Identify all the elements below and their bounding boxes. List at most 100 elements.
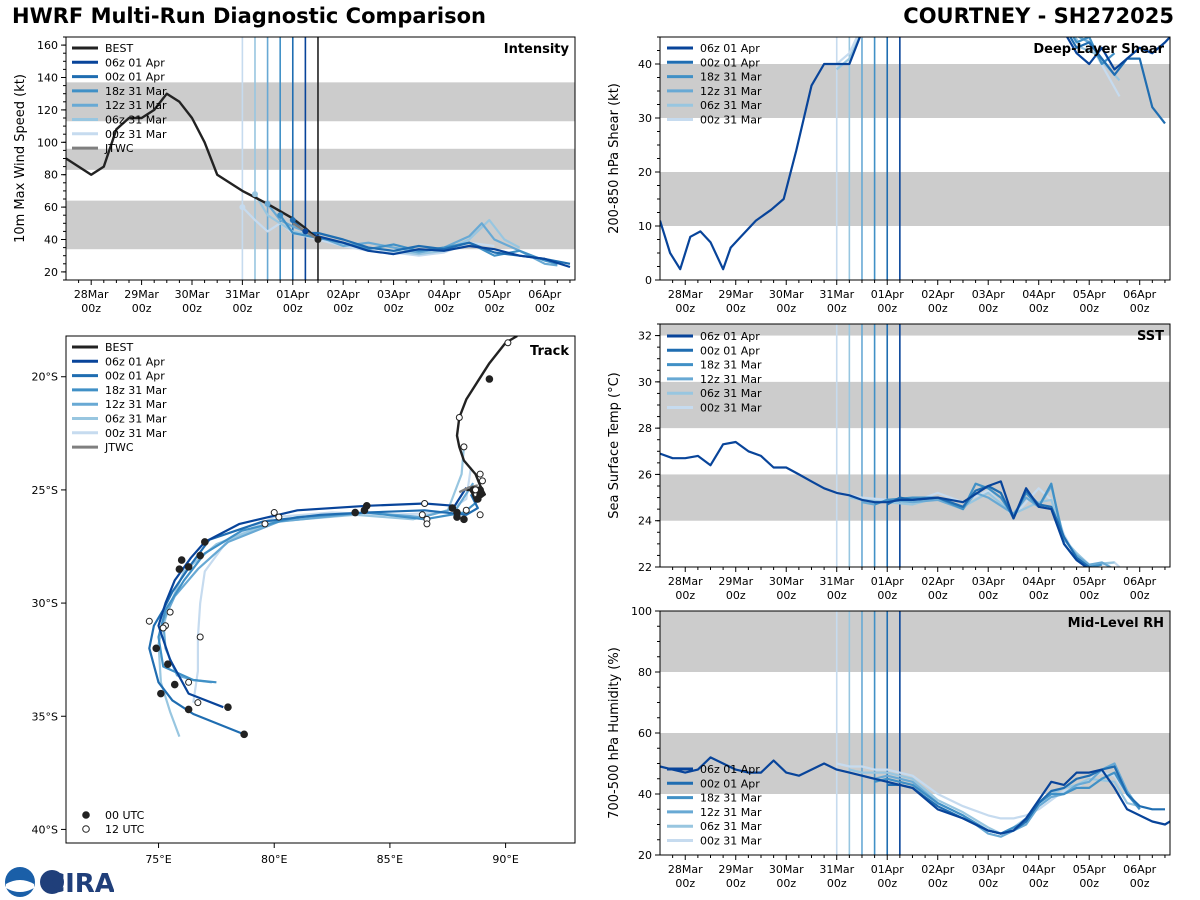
cira-logo-text: CIRA — [46, 869, 114, 898]
shear-ylabel: 200-850 hPa Shear (kt) — [607, 83, 622, 234]
rh-series-0 — [660, 756, 1170, 835]
rh-xtick-line: 04Apr — [1022, 863, 1056, 876]
intensity-xtick-line: 00z — [81, 302, 101, 315]
sst-band-1 — [660, 381, 1170, 429]
sst-xtick-label-6: 03Apr 00z — [972, 575, 1006, 602]
intensity-series-start-5 — [239, 204, 246, 211]
globe-icon — [40, 870, 64, 894]
shear-xtick-label-8: 05Apr 00z — [1073, 288, 1107, 315]
shear-xtick-line: 28Mar — [668, 288, 703, 301]
intensity-legend-label-1: 06z 01 Apr — [105, 56, 165, 69]
intensity-legend-label-7: JTWC — [104, 142, 134, 155]
track-marker-00utc — [175, 565, 184, 573]
sst-ytick-label-1: 24 — [638, 515, 652, 528]
rh-xtick-label-5: 02Apr 00z — [921, 863, 955, 890]
sst-xtick-line: 00z — [928, 589, 948, 602]
track-ytick-label-1: 25°S — [32, 484, 58, 497]
intensity-xtick-line: 00z — [384, 302, 404, 315]
intensity-xtick-label-3: 31Mar 00z — [225, 288, 260, 315]
shear-xtick-line: 00z — [1029, 302, 1049, 315]
rh-xtick-line: 02Apr — [921, 863, 955, 876]
sst-xtick-label-1: 29Mar 00z — [718, 575, 753, 602]
shear-xtick-label-3: 31Mar 00z — [819, 288, 854, 315]
sst-xtick-line: 28Mar — [668, 575, 703, 588]
track-marker-12utc — [159, 624, 167, 632]
shear-ytick-label-1: 10 — [638, 220, 652, 233]
shear-xtick-line: 29Mar — [718, 288, 753, 301]
sst-ytick-label-3: 28 — [638, 422, 652, 435]
intensity-xtick-label-4: 01Apr 00z — [276, 288, 310, 315]
sst-xtick-line: 00z — [978, 589, 998, 602]
rh-legend-label-5: 00z 31 Mar — [700, 835, 762, 848]
sst-panel-title: SST — [1137, 329, 1164, 344]
track-ytick-label-4: 40°S — [32, 823, 58, 836]
track-marker-12utc — [418, 511, 426, 519]
track-marker-12utc — [261, 520, 269, 528]
rh-xtick-line: 06Apr — [1123, 863, 1157, 876]
intensity-ytick-label-4: 100 — [37, 136, 58, 149]
track-marker-00utc — [152, 644, 161, 653]
sst-xtick-line: 31Mar — [819, 575, 854, 588]
intensity-xtick-line: 29Mar — [124, 288, 159, 301]
rh-ytick-label-3: 80 — [638, 666, 652, 679]
sst-xtick-line: 00z — [675, 589, 695, 602]
shear-xtick-line: 00z — [877, 302, 897, 315]
intensity-ytick-label-5: 120 — [37, 104, 58, 117]
track-marker-12utc — [196, 633, 204, 641]
rh-ytick-label-1: 40 — [638, 788, 652, 801]
track-jtwc-line — [458, 484, 479, 494]
sst-xtick-line: 02Apr — [921, 575, 955, 588]
rh-xtick-line: 00z — [978, 877, 998, 890]
shear-xtick-label-0: 28Mar 00z — [668, 288, 703, 315]
intensity-band-2 — [66, 82, 575, 122]
sst-xtick-label-7: 04Apr 00z — [1022, 575, 1056, 602]
track-marker-legend-symbol-0 — [82, 811, 90, 819]
rh-legend-label-2: 18z 31 Mar — [700, 792, 762, 805]
intensity-xtick-line: 00z — [232, 302, 252, 315]
track-marker-12utc — [455, 413, 463, 421]
track-xtick-label-0: 75°E — [145, 853, 171, 866]
rh-xtick-line: 00z — [827, 877, 847, 890]
intensity-xtick-label-7: 04Apr 00z — [427, 288, 461, 315]
rh-legend-label-0: 06z 01 Apr — [700, 763, 760, 776]
intensity-legend-label-3: 18z 31 Mar — [105, 85, 167, 98]
sst-xtick-label-8: 05Apr 00z — [1073, 575, 1107, 602]
intensity-xtick-line: 02Apr — [327, 288, 361, 301]
intensity-xtick-label-5: 02Apr 00z — [327, 288, 361, 315]
track-marker-12utc — [478, 477, 486, 485]
track-marker-00utc — [184, 705, 193, 714]
intensity-ytick-label-6: 140 — [37, 72, 58, 85]
sst-xtick-line: 00z — [877, 589, 897, 602]
intensity-legend-label-0: BEST — [105, 42, 133, 55]
sst-xtick-line: 06Apr — [1123, 575, 1157, 588]
shear-ytick-label-3: 30 — [638, 112, 652, 125]
track-marker-00utc — [177, 556, 186, 564]
rh-xtick-label-8: 05Apr 00z — [1073, 863, 1107, 890]
storm-title: COURTNEY - SH272025 — [903, 4, 1174, 28]
track-marker-00utc — [474, 495, 482, 503]
sst-xtick-line: 05Apr — [1073, 575, 1107, 588]
shear-xtick-line: 03Apr — [972, 288, 1006, 301]
shear-legend-label-2: 18z 31 Mar — [700, 71, 762, 84]
track-marker-legend-label-1: 12 UTC — [105, 823, 145, 836]
sst-plot-area — [660, 324, 1170, 567]
rh-xtick-line: 00z — [726, 877, 746, 890]
track-marker-12utc — [270, 509, 278, 517]
shear-xtick-line: 05Apr — [1073, 288, 1107, 301]
sst-xtick-label-0: 28Mar 00z — [668, 575, 703, 602]
track-marker-12utc — [423, 520, 431, 528]
sst-xtick-line: 00z — [726, 589, 746, 602]
track-marker-12utc — [476, 470, 484, 478]
track-legend-label-2: 00z 01 Apr — [105, 370, 165, 383]
intensity-xtick-line: 00z — [283, 302, 303, 315]
rh-xtick-label-7: 04Apr 00z — [1022, 863, 1056, 890]
shear-series-2 — [1072, 37, 1116, 66]
rh-ytick-label-4: 100 — [631, 605, 652, 618]
sst-series-0 — [660, 440, 1088, 567]
shear-xtick-line: 00z — [1079, 302, 1099, 315]
intensity-xtick-line: 04Apr — [427, 288, 461, 301]
